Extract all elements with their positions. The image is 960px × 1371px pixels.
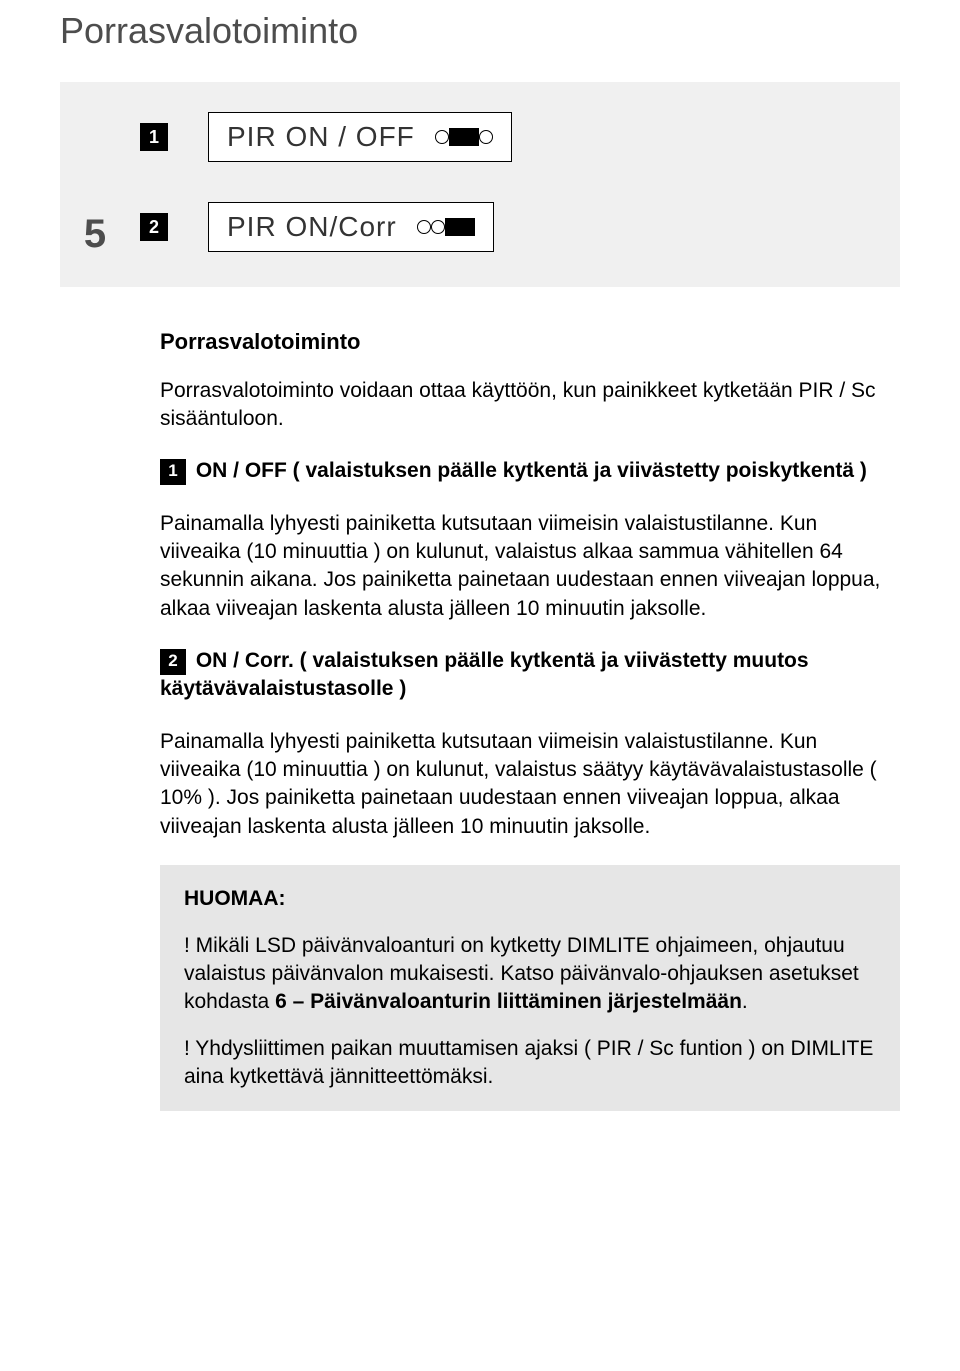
page-main-title: Porrasvalotoiminto — [60, 10, 900, 52]
note-p1-bold: 6 – Päivänvaloanturin liittäminen järjes… — [275, 990, 742, 1013]
inline-badge-2-icon: 2 — [160, 649, 186, 675]
note-p1-suffix: . — [742, 990, 748, 1013]
item1-body: Painamalla lyhyesti painiketta kutsutaan… — [160, 510, 900, 623]
content-subtitle: Porrasvalotoiminto — [160, 327, 900, 357]
note-p2: ! Yhdysliittimen paikan muuttamisen ajak… — [184, 1035, 876, 1092]
pir-label-1: PIR ON / OFF — [227, 121, 415, 153]
pir-box-corr: PIR ON/Corr — [208, 202, 494, 252]
item1-block: 1 ON / OFF ( valaistuksen päälle kytkent… — [160, 457, 900, 485]
section-number: 5 — [60, 212, 130, 257]
pir-box-onoff: PIR ON / OFF — [208, 112, 512, 162]
item1-heading: ON / OFF ( valaistuksen päälle kytkentä … — [190, 459, 867, 482]
note-p1: ! Mikäli LSD päivänvaloanturi on kytkett… — [184, 932, 876, 1017]
item2-block: 2 ON / Corr. ( valaistuksen päälle kytke… — [160, 647, 900, 704]
slider-onoff-icon — [435, 128, 493, 146]
pir-label-2: PIR ON/Corr — [227, 211, 397, 243]
item2-heading: ON / Corr. ( valaistuksen päälle kytkent… — [160, 649, 809, 700]
badge-1-icon: 1 — [140, 123, 168, 151]
item2-body: Painamalla lyhyesti painiketta kutsutaan… — [160, 728, 900, 841]
badge-2-icon: 2 — [140, 213, 168, 241]
slider-corr-icon — [417, 218, 475, 236]
content-body: Porrasvalotoiminto Porrasvalotoiminto vo… — [60, 327, 900, 1111]
diagram-row-2: 2 PIR ON/Corr — [140, 202, 870, 252]
diagram-row-1: 1 PIR ON / OFF — [140, 112, 870, 162]
content-intro: Porrasvalotoiminto voidaan ottaa käyttöö… — [160, 377, 900, 434]
note-box: HUOMAA: ! Mikäli LSD päivänvaloanturi on… — [160, 865, 900, 1111]
note-title: HUOMAA: — [184, 885, 876, 913]
diagram-panel: 5 1 PIR ON / OFF 2 PIR ON/Corr — [60, 82, 900, 287]
inline-badge-1-icon: 1 — [160, 459, 186, 485]
